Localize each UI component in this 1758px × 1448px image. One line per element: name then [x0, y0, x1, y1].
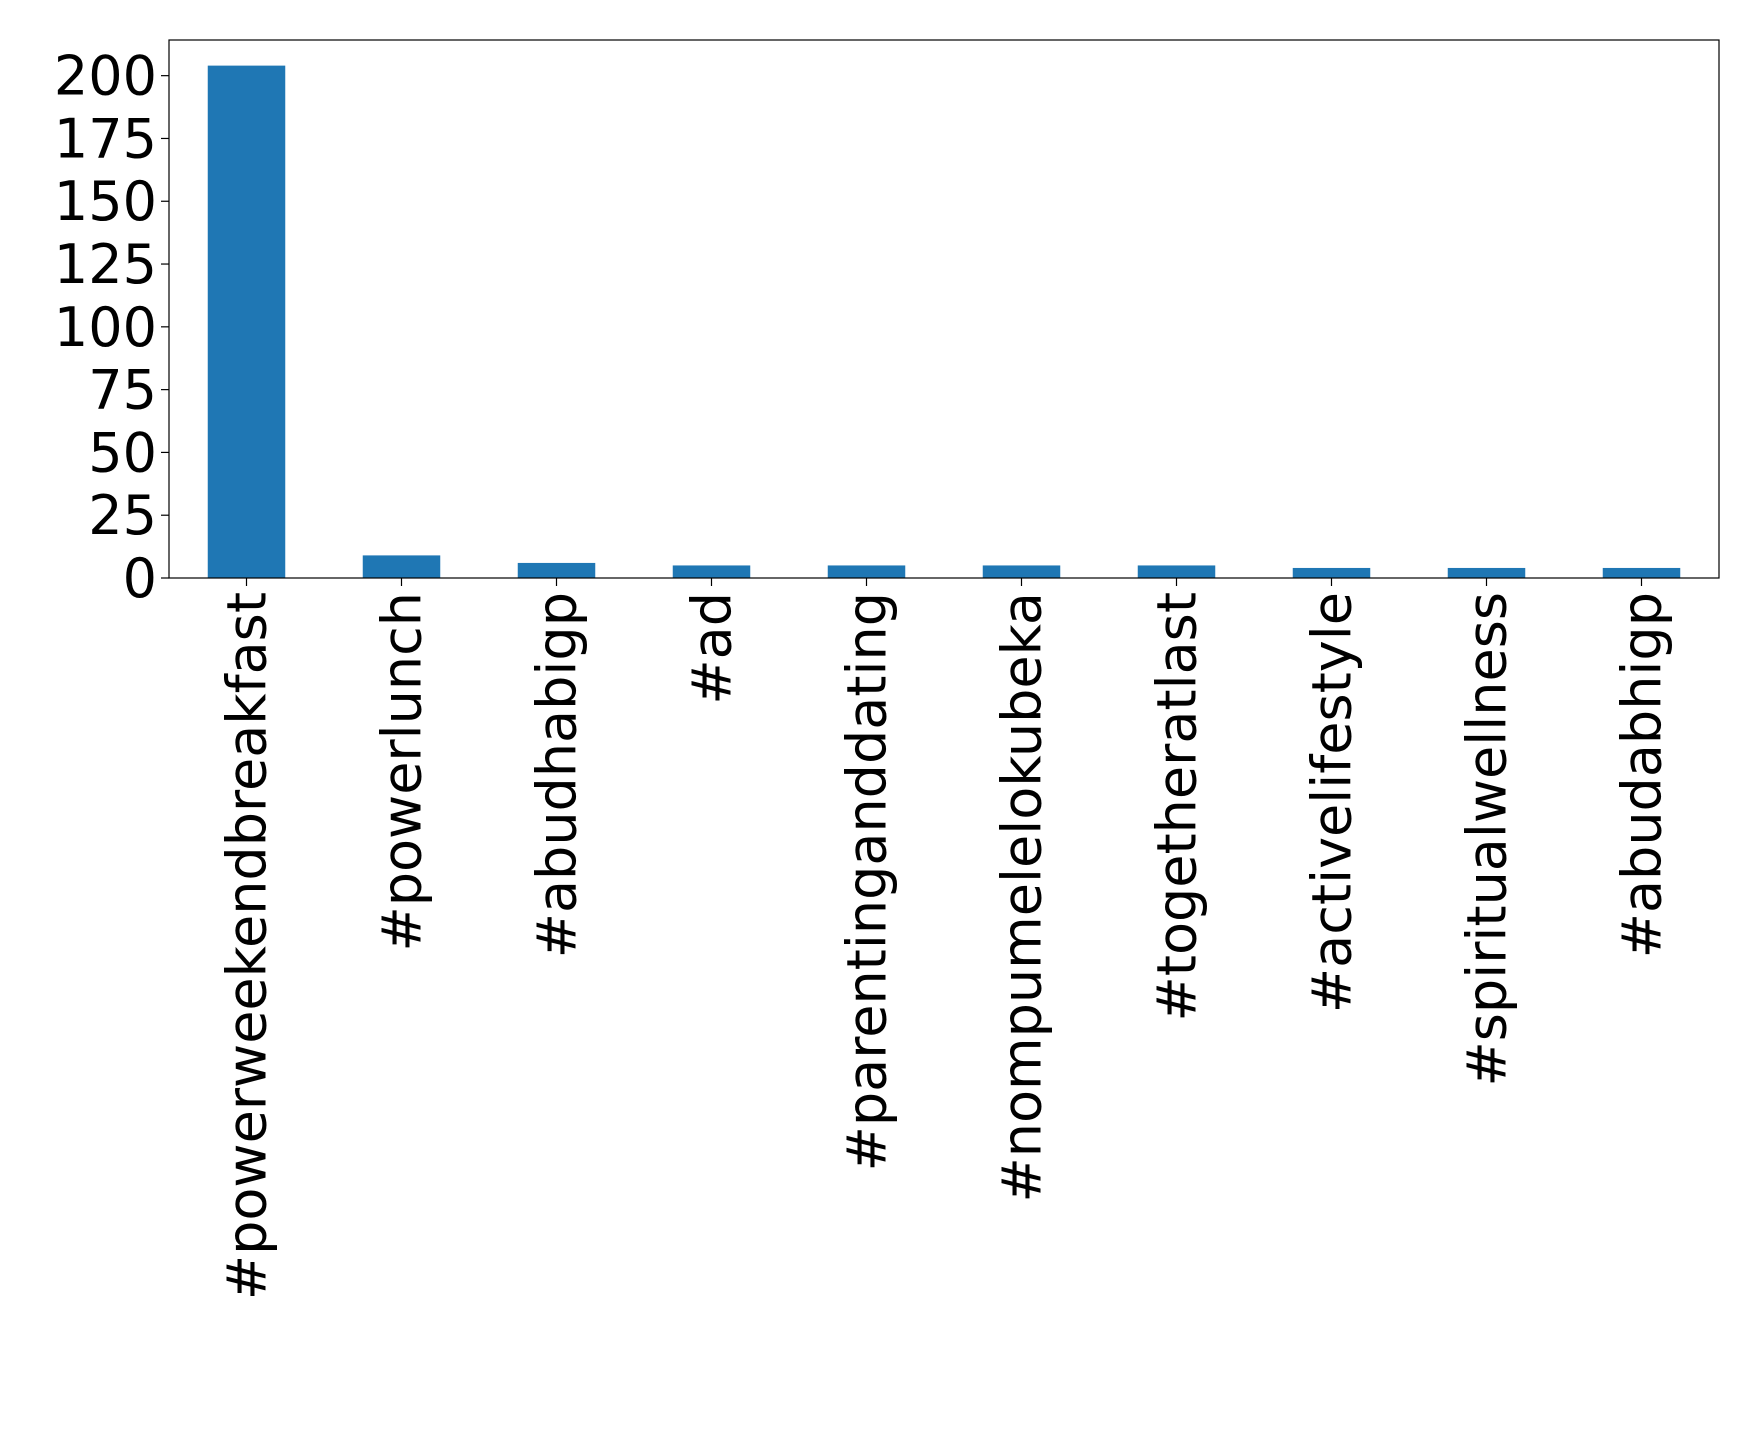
x-tick-label: #abudhabigp [526, 592, 589, 958]
bar [1137, 565, 1216, 578]
x-tick-label: #spiritualwellness [1456, 592, 1519, 1086]
x-tick-label: #nompumelelokubeka [991, 592, 1054, 1202]
y-tick-label: 0 [123, 547, 157, 610]
y-tick-label: 175 [54, 107, 157, 170]
bar [207, 65, 286, 579]
bar [1447, 567, 1526, 578]
x-tick-label: #powerlunch [371, 592, 434, 952]
bar [672, 565, 751, 578]
y-tick-label: 50 [88, 421, 157, 484]
x-tick-label: #powerweekendbreakfast [216, 592, 279, 1300]
x-tick-label: #ad [681, 592, 744, 705]
y-tick-label: 150 [54, 170, 157, 233]
bar [827, 565, 906, 578]
plot-frame [168, 39, 1720, 579]
y-tick-label: 100 [54, 296, 157, 359]
bar [982, 565, 1061, 578]
x-tick-label: #togetheratlast [1146, 592, 1209, 1021]
y-tick-label: 125 [54, 233, 157, 296]
x-tick-label: #abudabhigp [1611, 592, 1674, 958]
bar [1602, 567, 1681, 578]
y-tick-label: 200 [54, 45, 157, 108]
x-tick-label: #parentinganddating [836, 592, 899, 1171]
bar [517, 562, 596, 578]
bar [1292, 567, 1371, 578]
bar [362, 555, 441, 578]
y-tick-label: 75 [88, 359, 157, 422]
x-tick-label: #activelifestyle [1301, 592, 1364, 1013]
y-tick-label: 25 [88, 484, 157, 547]
